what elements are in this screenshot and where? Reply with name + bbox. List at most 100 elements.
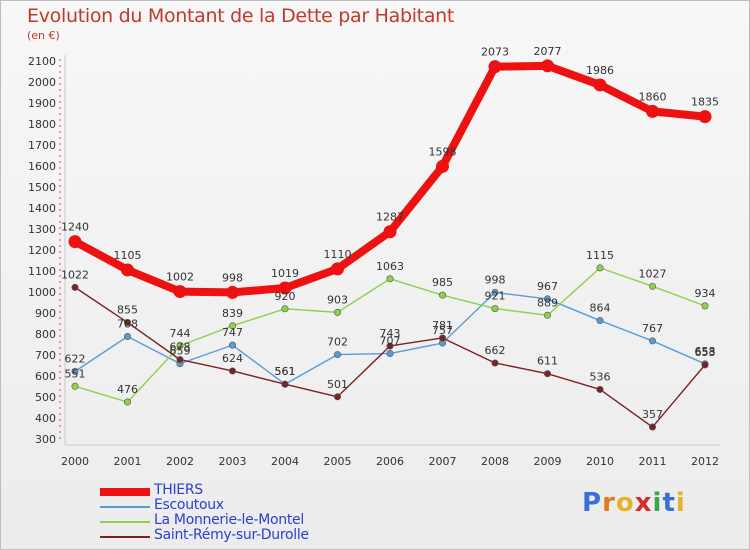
- data-point: [333, 351, 341, 359]
- data-label: 1860: [639, 90, 667, 103]
- data-point: [386, 342, 394, 350]
- data-point: [68, 235, 82, 249]
- data-point: [176, 356, 184, 364]
- x-tick-label: 2009: [534, 455, 562, 468]
- data-point: [648, 423, 656, 431]
- y-tick-label: 1200: [28, 244, 56, 257]
- y-tick-label: 1800: [28, 118, 56, 131]
- chart-title: Evolution du Montant de la Dette par Hab…: [27, 5, 455, 27]
- data-label: 622: [65, 352, 86, 365]
- series-thiers: [68, 59, 712, 299]
- y-tick-label: 1000: [28, 286, 56, 299]
- data-point: [596, 385, 604, 393]
- data-point: [333, 393, 341, 401]
- data-label: 757: [432, 324, 453, 337]
- data-label: 1019: [271, 267, 299, 280]
- data-point: [698, 110, 712, 124]
- legend-label: La Monnerie-le-Montel: [154, 512, 304, 528]
- x-tick-label: 2006: [376, 455, 404, 468]
- data-label: 903: [327, 293, 348, 306]
- data-point: [438, 291, 446, 299]
- data-point: [543, 370, 551, 378]
- data-label: 476: [117, 383, 138, 396]
- x-tick-label: 2005: [324, 455, 352, 468]
- data-point: [438, 334, 446, 342]
- x-tick-label: 2002: [166, 455, 194, 468]
- data-label: 551: [65, 367, 86, 380]
- data-label: 767: [642, 322, 663, 335]
- y-tick-label: 400: [35, 412, 56, 425]
- data-label: 920: [275, 290, 296, 303]
- y-tick-label: 1100: [28, 265, 56, 278]
- data-label: 501: [327, 378, 348, 391]
- data-point: [701, 302, 709, 310]
- x-tick-label: 2010: [586, 455, 614, 468]
- data-label: 1063: [376, 260, 404, 273]
- data-label: 1835: [691, 96, 719, 109]
- data-point: [491, 359, 499, 367]
- data-label: 889: [537, 296, 558, 309]
- x-tick-label: 2001: [114, 455, 142, 468]
- data-point: [71, 367, 79, 375]
- x-tick-label: 2007: [429, 455, 457, 468]
- data-label: 1115: [586, 249, 614, 262]
- data-label: 1287: [376, 211, 404, 224]
- logo-letter: r: [602, 488, 616, 518]
- y-tick-label: 600: [35, 370, 56, 383]
- data-point: [488, 60, 502, 74]
- data-label: 662: [485, 344, 506, 357]
- data-point: [596, 264, 604, 272]
- data-label: 561: [275, 365, 296, 378]
- data-label: 1027: [639, 267, 667, 280]
- y-tick-label: 2100: [28, 55, 56, 68]
- data-label: 921: [485, 290, 506, 303]
- logo-letter: P: [582, 488, 603, 518]
- x-tick-label: 2011: [639, 455, 667, 468]
- data-label: 743: [380, 327, 401, 340]
- legend-label: Escoutoux: [154, 497, 224, 513]
- data-label: 998: [222, 271, 243, 284]
- data-point: [543, 311, 551, 319]
- data-point: [646, 104, 659, 118]
- data-label: 624: [222, 352, 243, 365]
- proxiti-logo: Proxiti: [582, 488, 686, 518]
- data-point: [226, 285, 239, 299]
- data-label: 611: [537, 355, 558, 368]
- data-label: 536: [590, 370, 611, 383]
- data-label: 998: [485, 273, 506, 286]
- data-label: 1598: [429, 145, 457, 158]
- data-point: [331, 262, 344, 276]
- x-tick-label: 2004: [271, 455, 299, 468]
- data-point: [596, 317, 604, 325]
- data-point: [124, 398, 132, 406]
- data-point: [124, 333, 132, 341]
- data-label: 934: [695, 287, 716, 300]
- data-point: [543, 295, 551, 303]
- y-tick-label: 1900: [28, 97, 56, 110]
- data-label: 855: [117, 303, 138, 316]
- logo-letter: i: [652, 488, 663, 518]
- data-label: 967: [537, 280, 558, 293]
- data-label: 653: [695, 346, 716, 359]
- data-label: 744: [170, 327, 191, 340]
- data-point: [383, 225, 397, 239]
- data-label: 1022: [61, 268, 89, 281]
- data-point: [229, 322, 237, 330]
- data-point: [541, 59, 554, 73]
- data-label: 985: [432, 276, 453, 289]
- data-label: 747: [222, 326, 243, 339]
- data-label: 781: [432, 319, 453, 332]
- data-label: 678: [170, 341, 191, 354]
- series-la-monnerie-le-montel: [71, 264, 709, 406]
- data-point: [121, 263, 134, 277]
- data-point: [281, 305, 289, 313]
- logo-letter: o: [615, 488, 635, 518]
- data-label: 1240: [61, 221, 89, 234]
- data-label: 1110: [324, 248, 352, 261]
- y-tick-label: 800: [35, 328, 56, 341]
- data-point: [593, 78, 607, 92]
- data-point: [281, 380, 289, 388]
- data-point: [278, 281, 292, 295]
- data-label: 561: [275, 365, 296, 378]
- data-point: [333, 308, 341, 316]
